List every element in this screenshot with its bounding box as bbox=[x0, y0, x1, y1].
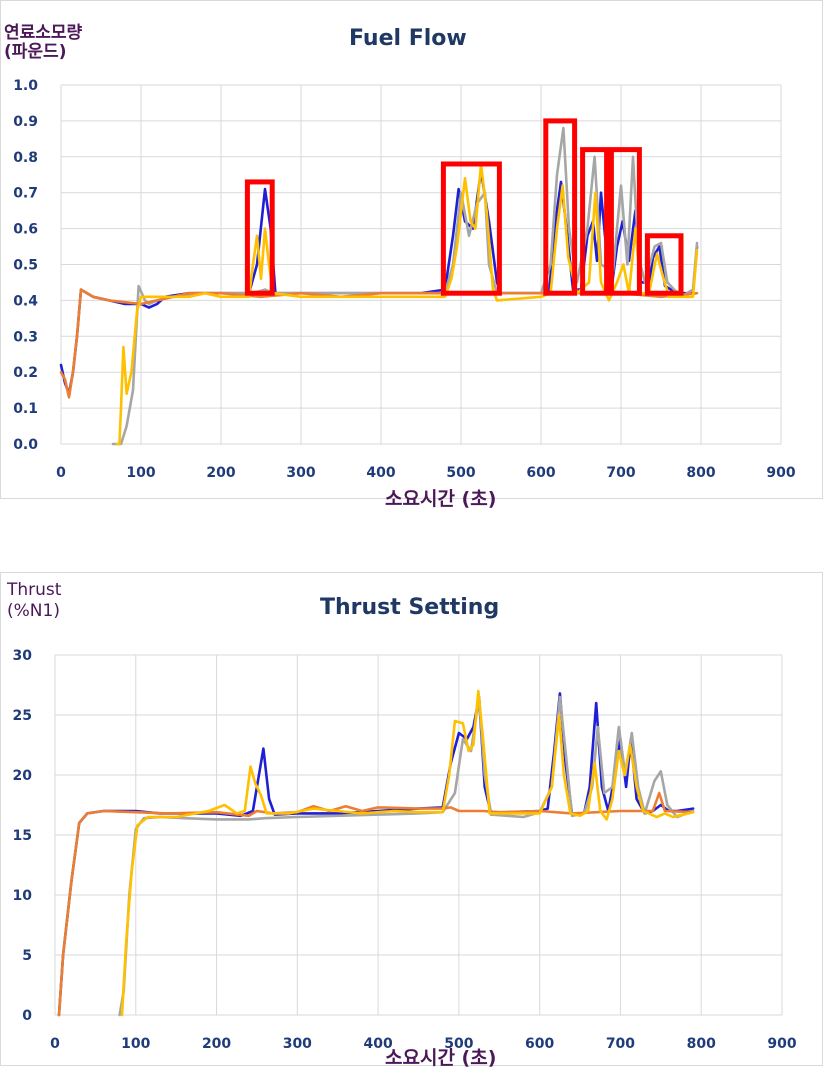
y-axis-label-line-2: (파운드) bbox=[4, 42, 67, 62]
fuel-y-tick-label: 0.3 bbox=[13, 329, 38, 345]
fuel-y-tick-label: 0.4 bbox=[13, 293, 38, 309]
fuel-x-tick-label: 600 bbox=[526, 465, 555, 481]
fuel-highlight-box bbox=[440, 161, 502, 296]
thrust-y-tick-label: 5 bbox=[22, 948, 32, 964]
fuel-x-tick-label: 300 bbox=[286, 465, 315, 481]
fuel-x-tick-label: 0 bbox=[56, 465, 66, 481]
thrust-x-tick-label: 400 bbox=[363, 1036, 392, 1052]
y-axis-label-line-1: Thrust bbox=[7, 580, 62, 600]
fuel-x-tick-label: 200 bbox=[206, 465, 235, 481]
chart-title-fuel-flow: Fuel Flow bbox=[349, 26, 467, 51]
thrust-x-tick-label: 300 bbox=[283, 1036, 312, 1052]
fuel-y-tick-label: 0.7 bbox=[13, 186, 38, 202]
thrust-x-tick-label: 100 bbox=[121, 1036, 150, 1052]
thrust-setting-chart bbox=[0, 572, 823, 1066]
thrust-x-tick-label: 600 bbox=[525, 1036, 554, 1052]
chart-title-thrust: Thrust Setting bbox=[320, 595, 500, 620]
fuel-series-line-4 bbox=[115, 162, 699, 446]
fuel-x-tick-label: 500 bbox=[446, 465, 475, 481]
fuel-highlight-box bbox=[644, 233, 684, 296]
fuel-y-tick-label: 1.0 bbox=[13, 78, 38, 94]
fuel-x-tick-label: 800 bbox=[686, 465, 715, 481]
fuel-x-tick-label: 700 bbox=[606, 465, 635, 481]
thrust-x-tick-label: 0 bbox=[50, 1036, 60, 1052]
thrust-y-tick-label: 15 bbox=[13, 828, 32, 844]
thrust-y-tick-label: 20 bbox=[13, 768, 33, 784]
thrust-series-line-2 bbox=[118, 695, 695, 1017]
fuel-x-tick-label: 400 bbox=[366, 465, 395, 481]
fuel-y-tick-label: 0.6 bbox=[13, 222, 38, 238]
thrust-y-tick-label: 10 bbox=[13, 888, 33, 904]
fuel-y-tick-label: 0.8 bbox=[13, 150, 38, 166]
thrust-y-tick-label: 30 bbox=[13, 648, 33, 664]
fuel-x-tick-label: 100 bbox=[126, 465, 155, 481]
thrust-y-tick-label: 0 bbox=[22, 1008, 32, 1024]
thrust-x-tick-label: 200 bbox=[202, 1036, 231, 1052]
fuel-y-tick-label: 0.9 bbox=[13, 114, 38, 130]
y-axis-label-line-1: 연료소모량 bbox=[4, 23, 83, 43]
fuel-highlight-box bbox=[543, 118, 578, 296]
fuel-x-tick-label: 900 bbox=[766, 465, 795, 481]
x-axis-label-fuel-flow: 소요시간 (초) bbox=[385, 488, 497, 510]
y-axis-label-fuel-flow: 연료소모량 (파운드) bbox=[4, 24, 82, 62]
fuel-highlight-box bbox=[244, 179, 275, 296]
y-axis-label-line-2: (%N1) bbox=[7, 601, 60, 621]
thrust-y-tick-label: 25 bbox=[13, 708, 32, 724]
thrust-x-tick-label: 900 bbox=[767, 1036, 796, 1052]
fuel-highlight-box bbox=[608, 147, 642, 296]
fuel-series-line-3 bbox=[59, 288, 699, 399]
thrust-series-line-3 bbox=[57, 791, 695, 1017]
fuel-y-tick-label: 0.2 bbox=[13, 365, 38, 381]
thrust-x-tick-label: 800 bbox=[687, 1036, 716, 1052]
y-axis-label-thrust: Thrust (%N1) bbox=[7, 580, 61, 622]
thrust-series-line-4 bbox=[120, 689, 695, 1017]
fuel-flow-chart bbox=[0, 0, 823, 499]
x-axis-label-thrust: 소요시간 (초) bbox=[385, 1047, 497, 1069]
fuel-highlight-box bbox=[580, 147, 610, 296]
thrust-x-tick-label: 700 bbox=[606, 1036, 635, 1052]
fuel-y-tick-label: 0.1 bbox=[13, 401, 38, 417]
fuel-y-tick-label: 0.5 bbox=[13, 258, 38, 274]
fuel-y-tick-label: 0.0 bbox=[13, 437, 38, 453]
thrust-x-tick-label: 500 bbox=[444, 1036, 473, 1052]
